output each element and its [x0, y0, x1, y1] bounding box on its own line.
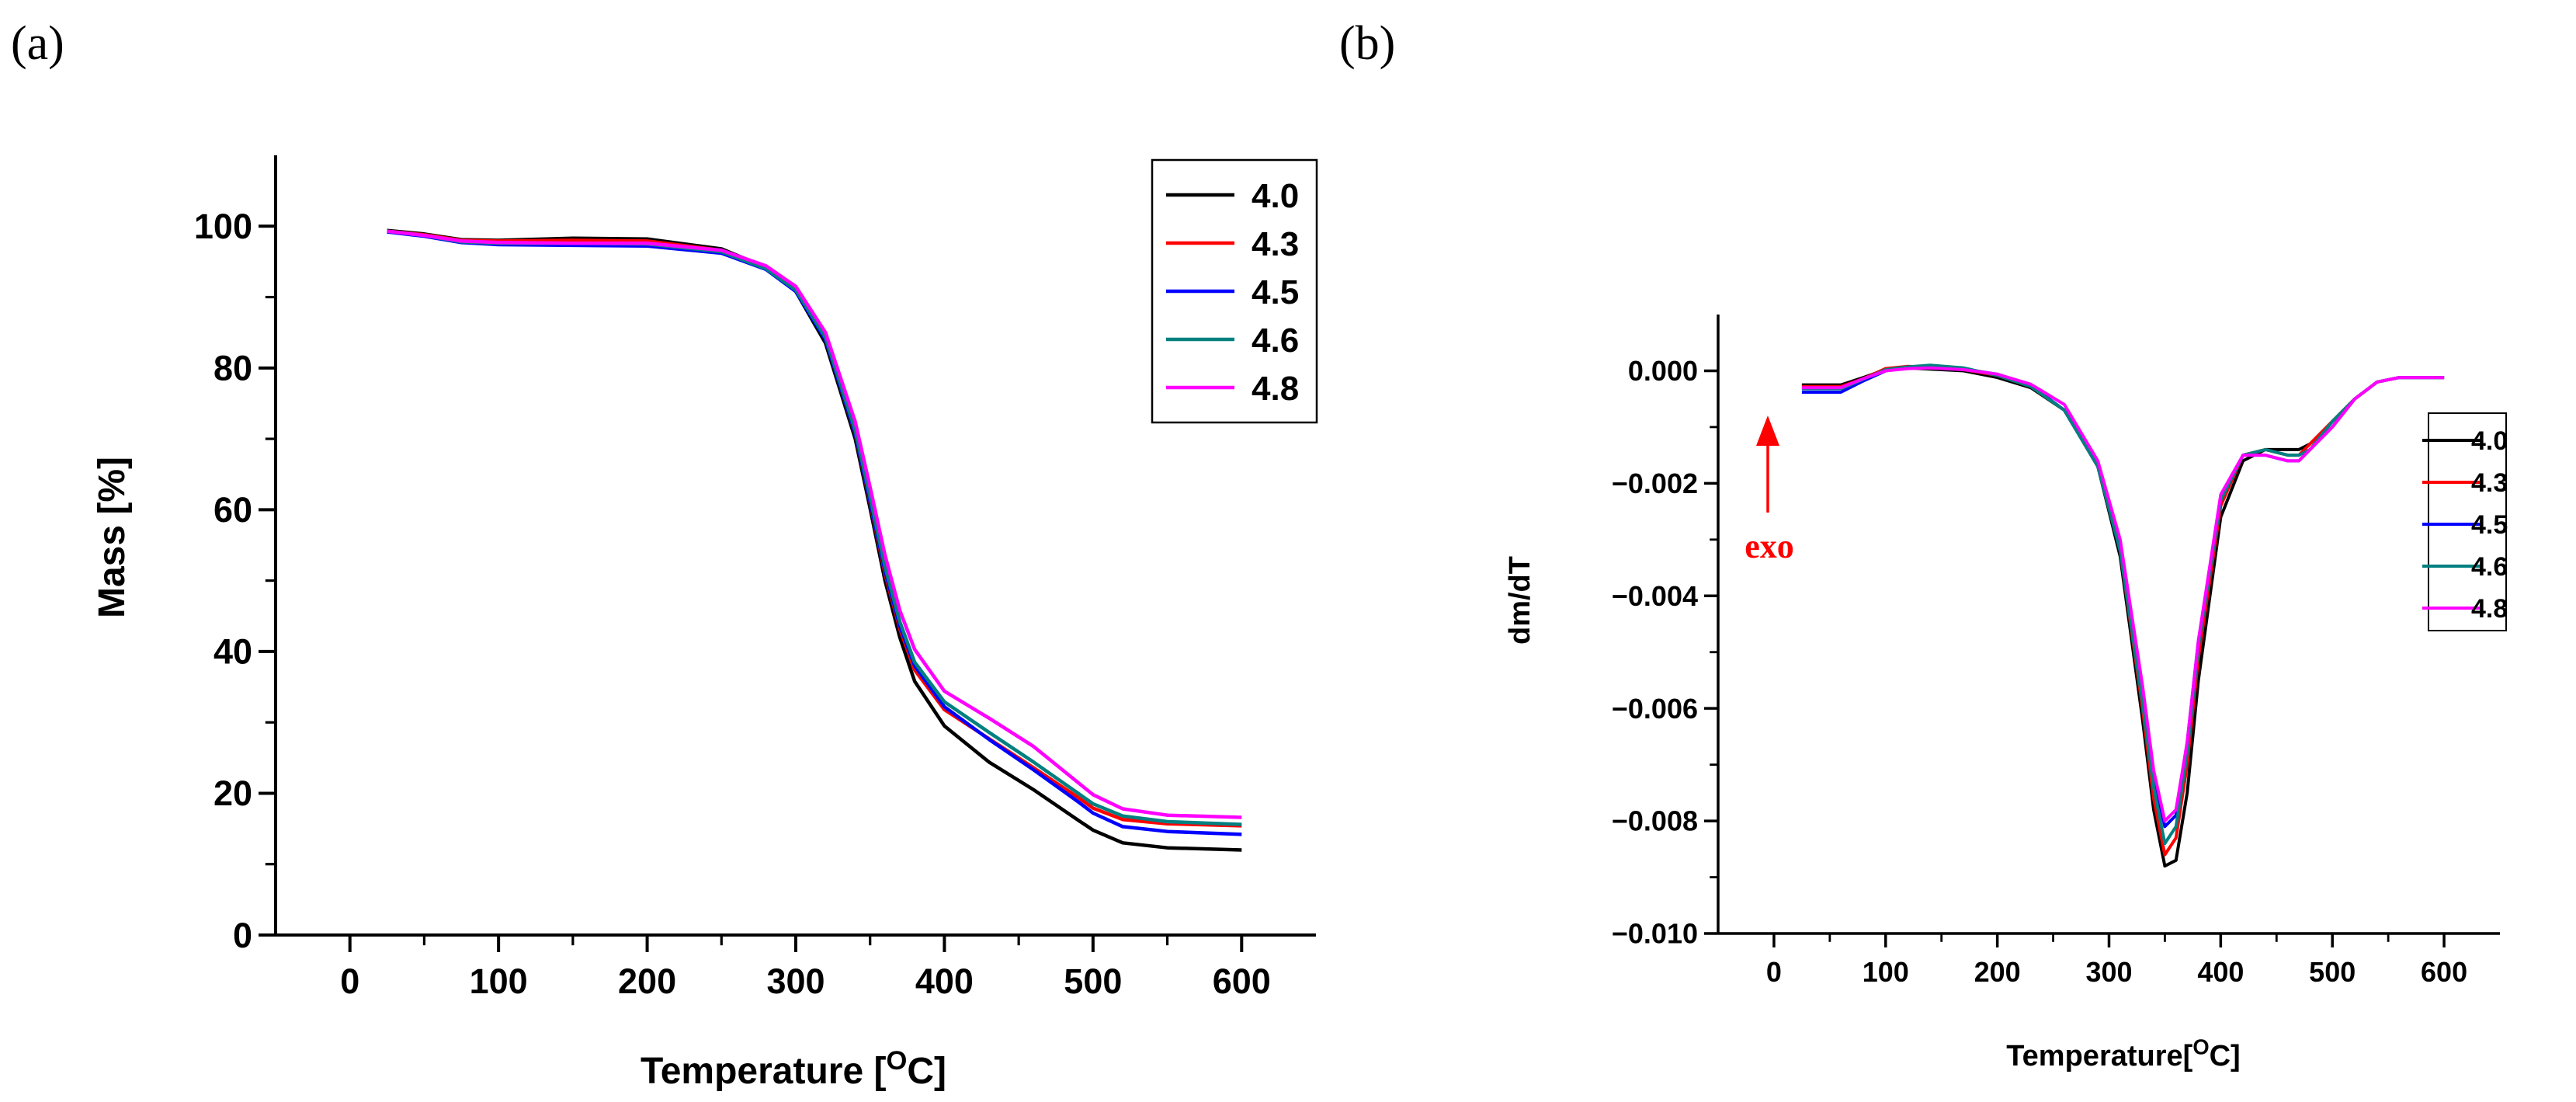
series-line-4.6 [1801, 363, 2445, 846]
legend-label: 4.0 [2471, 426, 2508, 456]
y-tick-label: 100 [194, 207, 252, 246]
legend-label: 4.3 [1252, 225, 1299, 263]
legend-label: 4.8 [1252, 370, 1299, 408]
x-axis-bracket-close: ] [934, 1051, 946, 1092]
x-axis-title: Temperature [OC] [641, 1046, 946, 1092]
x-tick-label: 0 [340, 961, 359, 1001]
y-tick-label: 60 [214, 490, 252, 530]
y-tick-label: 80 [214, 349, 252, 388]
x-tick-label: 0 [1766, 956, 1782, 988]
series-line-4.8 [387, 229, 1242, 819]
exo-label: exo [1745, 527, 1794, 565]
legend-label: 4.6 [2471, 552, 2508, 582]
series-line-4.6 [387, 229, 1242, 826]
y-tick-label: 0.000 [1628, 355, 1698, 387]
x-axis-degree-sup: O [2192, 1035, 2209, 1059]
x-axis-bracket-open: [ [863, 1051, 886, 1092]
y-tick-label: 20 [214, 773, 252, 813]
legend-label: 4.0 [1252, 177, 1299, 215]
x-axis-unit: C [907, 1051, 934, 1092]
x-tick-label: 300 [766, 961, 825, 1001]
y-tick-label: −0.010 [1612, 918, 1698, 950]
x-tick-label: 200 [618, 961, 676, 1001]
exo-arrow-head [1756, 415, 1779, 446]
x-axis-bracket-close: ] [2231, 1040, 2241, 1072]
x-tick-label: 400 [915, 961, 974, 1001]
x-tick-label: 600 [1213, 961, 1271, 1001]
y-axis-title: dm/dT [1504, 556, 1536, 645]
legend-box [2428, 412, 2507, 631]
y-tick-label: −0.006 [1612, 693, 1698, 725]
x-tick-label: 300 [2085, 956, 2132, 988]
y-tick-label: −0.008 [1612, 805, 1698, 837]
x-axis-unit: C [2210, 1040, 2231, 1072]
y-tick-label: −0.002 [1612, 468, 1698, 499]
legend-label: 4.6 [1252, 322, 1299, 360]
x-tick-label: 500 [1064, 961, 1122, 1001]
legend-label: 4.5 [1252, 273, 1299, 311]
panel-a-label: (a) [11, 17, 64, 70]
x-axis-title: Temperature[OC] [2006, 1035, 2240, 1072]
x-tick-label: 200 [1974, 956, 2021, 988]
series-line-4.3 [1801, 364, 2445, 857]
x-tick-label: 100 [470, 961, 528, 1001]
legend-label: 4.5 [2471, 510, 2508, 540]
panel-b-label: (b) [1339, 17, 1395, 70]
y-tick-label: −0.004 [1612, 580, 1698, 612]
y-tick-label: 0 [233, 916, 252, 955]
legend-label: 4.3 [2471, 468, 2508, 498]
series-line-4.8 [1801, 366, 2445, 823]
x-axis-title-text: Temperature [641, 1051, 863, 1092]
y-axis-title: Mass [%] [92, 457, 133, 618]
series-line-4.0 [1801, 366, 2445, 868]
x-axis-bracket-open: [ [2183, 1040, 2193, 1072]
x-axis-title-text: Temperature [2006, 1040, 2182, 1072]
series-line-4.5 [1801, 365, 2445, 829]
x-axis-degree-sup: O [887, 1046, 908, 1076]
y-tick-label: 40 [214, 632, 252, 672]
legend-label: 4.8 [2471, 594, 2508, 624]
x-tick-label: 100 [1863, 956, 1909, 988]
chart-a-mass: 0 100 200 300 400 500 600 0 20 40 60 80 100 Temperatu… [92, 155, 1318, 1092]
x-tick-label: 400 [2197, 956, 2244, 988]
x-tick-label: 600 [2421, 956, 2467, 988]
x-tick-label: 500 [2309, 956, 2356, 988]
chart-b-dmdt: 0 100 200 300 400 500 600 0.000 −0.002 −0.004 −0.0… [1504, 315, 2508, 1072]
